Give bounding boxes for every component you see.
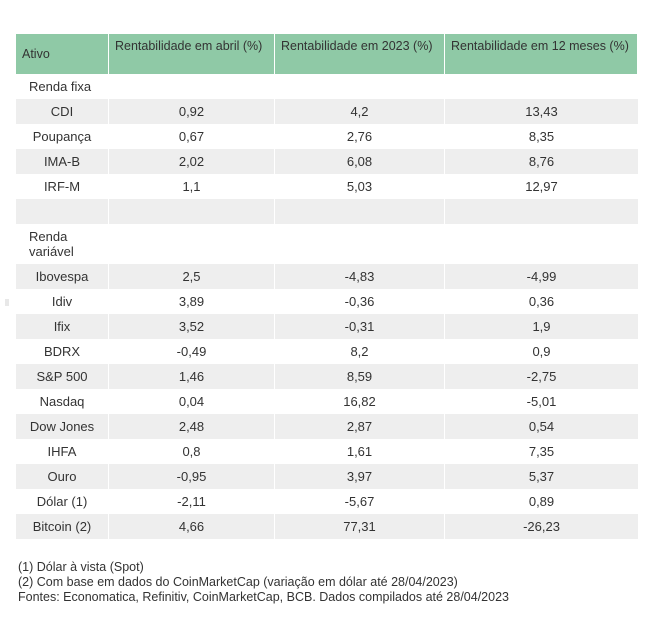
table-row: IMA-B 2,02 6,08 8,76 bbox=[16, 149, 638, 174]
footnote-dollar: (1) Dólar à vista (Spot) bbox=[18, 560, 144, 574]
asset-cell: Ouro bbox=[16, 464, 109, 489]
ytd-cell: 3,97 bbox=[275, 464, 445, 489]
ytd-cell: 2,76 bbox=[275, 124, 445, 149]
twelve-month-cell: 8,76 bbox=[528, 154, 555, 169]
april-cell: -0,49 bbox=[109, 339, 275, 364]
asset-cell: S&P 500 bbox=[16, 364, 109, 389]
asset-cell: Poupança bbox=[16, 124, 109, 149]
april-cell: -0,95 bbox=[109, 464, 275, 489]
april-cell: 2,48 bbox=[109, 414, 275, 439]
april-cell: 3,52 bbox=[109, 314, 275, 339]
section-label-fixed: Renda fixa bbox=[16, 74, 109, 99]
section-label-variable: Renda variável bbox=[16, 224, 109, 264]
table-row: Idiv 3,89 -0,36 0,36 bbox=[16, 289, 638, 314]
april-cell: 3,89 bbox=[109, 289, 275, 314]
twelve-month-cell: 0,36 bbox=[528, 294, 555, 309]
april-cell: 2,5 bbox=[109, 264, 275, 289]
april-cell: 1,46 bbox=[109, 364, 275, 389]
header-asset: Ativo bbox=[16, 34, 109, 74]
april-cell: 0,67 bbox=[109, 124, 275, 149]
footnotes: (1) Dólar à vista (Spot) (2) Com base em… bbox=[18, 560, 509, 605]
table-row: S&P 500 1,46 8,59 -2,75 bbox=[16, 364, 638, 389]
asset-cell: Bitcoin (2) bbox=[16, 514, 109, 539]
twelve-month-cell: 0,89 bbox=[528, 494, 555, 509]
asset-cell: IHFA bbox=[16, 439, 109, 464]
ytd-cell: 4,2 bbox=[275, 99, 445, 124]
asset-cell: Nasdaq bbox=[16, 389, 109, 414]
footnote-sources: Fontes: Economatica, Refinitiv, CoinMark… bbox=[18, 590, 509, 604]
april-cell: 0,04 bbox=[109, 389, 275, 414]
table-row: Ouro -0,95 3,97 5,37 bbox=[16, 464, 638, 489]
table-row: Bitcoin (2) 4,66 77,31 -26,23 bbox=[16, 514, 638, 539]
twelve-month-cell: 0,9 bbox=[532, 344, 551, 359]
variable-income-rows: Ibovespa 2,5 -4,83 -4,99 Idiv 3,89 -0,36 0,36 If… bbox=[16, 264, 638, 539]
april-cell: 2,02 bbox=[109, 149, 275, 174]
asset-cell: IMA-B bbox=[16, 149, 109, 174]
twelve-month-cell: 1,9 bbox=[532, 319, 551, 334]
spacer-row bbox=[16, 199, 638, 224]
table-row: IHFA 0,8 1,61 7,35 bbox=[16, 439, 638, 464]
asset-cell: BDRX bbox=[16, 339, 109, 364]
twelve-month-cell: -4,99 bbox=[526, 269, 557, 284]
ytd-cell: -4,83 bbox=[275, 264, 445, 289]
ytd-cell: -0,36 bbox=[275, 289, 445, 314]
table-row: CDI 0,92 4,2 13,43 bbox=[16, 99, 638, 124]
table-row: Dólar (1) -2,11 -5,67 0,89 bbox=[16, 489, 638, 514]
april-cell: 0,92 bbox=[109, 99, 275, 124]
ytd-cell: 2,87 bbox=[275, 414, 445, 439]
asset-cell: Dow Jones bbox=[16, 414, 109, 439]
ytd-cell: 77,31 bbox=[275, 514, 445, 539]
april-cell: -2,11 bbox=[109, 489, 275, 514]
ytd-cell: -5,67 bbox=[275, 489, 445, 514]
table-row: Dow Jones 2,48 2,87 0,54 bbox=[16, 414, 638, 439]
fixed-income-rows: CDI 0,92 4,2 13,43 Poupança 0,67 2,76 8,35 IMA-B… bbox=[16, 99, 638, 199]
april-cell: 4,66 bbox=[109, 514, 275, 539]
footnote-bitcoin: (2) Com base em dados do CoinMarketCap (… bbox=[18, 575, 458, 589]
section-row-fixed: Renda fixa bbox=[16, 74, 638, 99]
april-cell: 0,8 bbox=[109, 439, 275, 464]
table-row: Ifix 3,52 -0,31 1,9 bbox=[16, 314, 638, 339]
twelve-month-cell: -5,01 bbox=[526, 394, 557, 409]
section-row-variable: Renda variável bbox=[16, 224, 638, 264]
table-row: BDRX -0,49 8,2 0,9 bbox=[16, 339, 638, 364]
twelve-month-cell: 5,37 bbox=[528, 469, 555, 484]
april-cell: 1,1 bbox=[109, 174, 275, 199]
table-row: Nasdaq 0,04 16,82 -5,01 bbox=[16, 389, 638, 414]
twelve-month-cell: 8,35 bbox=[528, 129, 555, 144]
ytd-cell: 1,61 bbox=[275, 439, 445, 464]
twelve-month-cell: 0,54 bbox=[528, 419, 555, 434]
table-header: Ativo Rentabilidade em abril (%) Rentabi… bbox=[16, 34, 638, 74]
header-12-months: Rentabilidade em 12 meses (%) bbox=[445, 34, 638, 74]
asset-cell: CDI bbox=[16, 99, 109, 124]
asset-cell: Dólar (1) bbox=[16, 489, 109, 514]
returns-table: Ativo Rentabilidade em abril (%) Rentabi… bbox=[16, 34, 638, 539]
ytd-cell: 8,2 bbox=[275, 339, 445, 364]
ytd-cell: -0,31 bbox=[275, 314, 445, 339]
asset-cell: Idiv bbox=[16, 289, 109, 314]
twelve-month-cell: -2,75 bbox=[526, 369, 557, 384]
table-row: Poupança 0,67 2,76 8,35 bbox=[16, 124, 638, 149]
asset-cell: Ifix bbox=[16, 314, 109, 339]
header-april: Rentabilidade em abril (%) bbox=[109, 34, 275, 74]
ytd-cell: 6,08 bbox=[275, 149, 445, 174]
table-row: IRF-M 1,1 5,03 12,97 bbox=[16, 174, 638, 199]
asset-cell: Ibovespa bbox=[16, 264, 109, 289]
asset-cell: IRF-M bbox=[16, 174, 109, 199]
twelve-month-cell: 13,43 bbox=[525, 104, 558, 119]
header-2023: Rentabilidade em 2023 (%) bbox=[275, 34, 445, 74]
edge-marker bbox=[5, 299, 9, 306]
ytd-cell: 5,03 bbox=[275, 174, 445, 199]
twelve-month-cell: 12,97 bbox=[525, 179, 558, 194]
ytd-cell: 16,82 bbox=[275, 389, 445, 414]
twelve-month-cell: 7,35 bbox=[528, 444, 555, 459]
twelve-month-cell: -26,23 bbox=[523, 519, 560, 534]
table-row: Ibovespa 2,5 -4,83 -4,99 bbox=[16, 264, 638, 289]
ytd-cell: 8,59 bbox=[275, 364, 445, 389]
